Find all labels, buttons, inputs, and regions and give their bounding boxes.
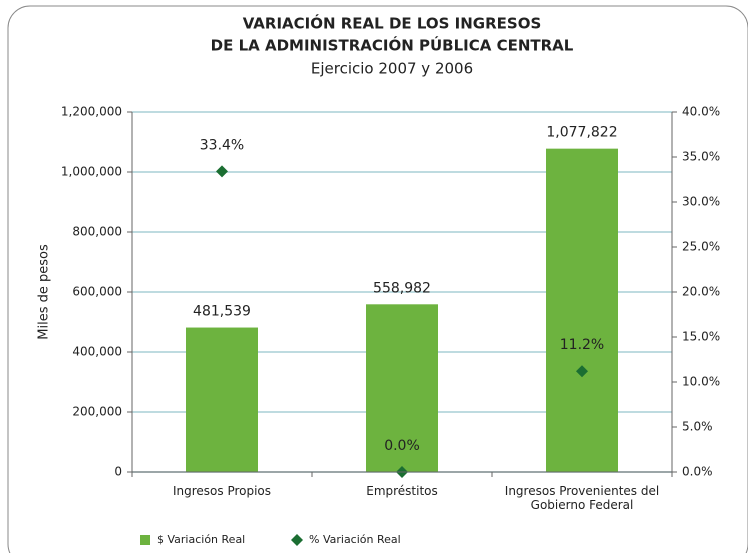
data-label: 1,077,822 xyxy=(546,125,617,141)
marker xyxy=(576,365,588,378)
data-label: 11.2% xyxy=(560,337,604,353)
bar xyxy=(546,148,618,473)
chart-title: VARIACIÓN REAL DE LOS INGRESOS xyxy=(243,14,542,33)
y2-tick-label: 25.0% xyxy=(682,240,720,254)
y2-tick-label: 10.0% xyxy=(682,375,720,389)
y-tick-label: 400,000 xyxy=(72,345,122,359)
x-tick-label: Empréstitos xyxy=(366,484,438,498)
y2-tick-label: 40.0% xyxy=(682,105,720,119)
y-tick-label: 800,000 xyxy=(72,225,122,239)
y2-tick-label: 5.0% xyxy=(682,420,713,434)
bar xyxy=(186,327,258,472)
y2-tick-label: 35.0% xyxy=(682,150,720,164)
y-axis-label: Miles de pesos xyxy=(37,244,52,340)
data-label: 0.0% xyxy=(384,438,420,454)
y-tick-label: 200,000 xyxy=(72,405,122,419)
legend-label: % Variación Real xyxy=(309,533,401,546)
y-tick-label: 600,000 xyxy=(72,285,122,299)
legend-swatch xyxy=(291,534,303,546)
data-label: 558,982 xyxy=(373,280,431,296)
y2-tick-label: 15.0% xyxy=(682,330,720,344)
data-label: 481,539 xyxy=(193,304,251,320)
y2-tick-label: 0.0% xyxy=(682,465,713,479)
y-tick-label: 1,000,000 xyxy=(61,165,122,179)
x-tick-label: Ingresos Provenientes del Gobierno Feder… xyxy=(504,484,660,512)
legend-swatch xyxy=(140,535,150,545)
legend-label: $ Variación Real xyxy=(157,533,245,546)
data-label: 33.4% xyxy=(200,137,244,153)
bar xyxy=(366,304,438,472)
frame xyxy=(7,5,748,553)
marker xyxy=(216,165,228,178)
chart-title: DE LA ADMINISTRACIÓN PÚBLICA CENTRAL xyxy=(211,36,574,55)
y2-tick-label: 30.0% xyxy=(682,195,720,209)
x-tick-label: Ingresos Propios xyxy=(172,484,272,498)
y-tick-label: 0 xyxy=(114,465,122,479)
chart-subtitle: Ejercicio 2007 y 2006 xyxy=(311,60,473,78)
y2-tick-label: 20.0% xyxy=(682,285,720,299)
y-tick-label: 1,200,000 xyxy=(61,105,122,119)
